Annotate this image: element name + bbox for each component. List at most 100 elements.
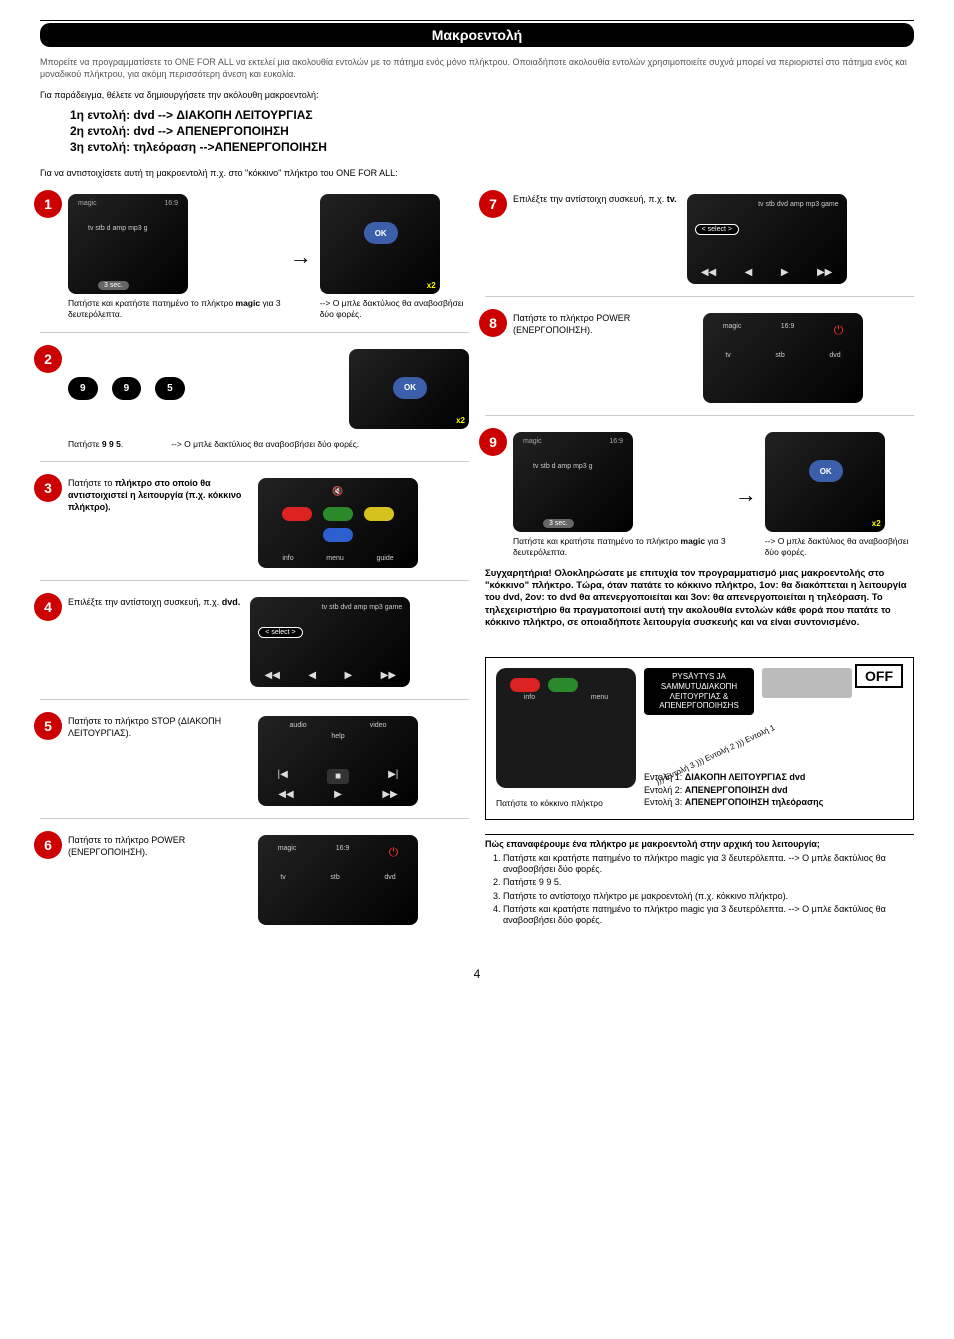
- video-label: video: [370, 722, 387, 729]
- power-icon: ⏻: [834, 323, 844, 338]
- step-9-number: 9: [479, 428, 507, 456]
- reset-step-3: Πατήστε το αντίστοιχο πλήκτρο με μακροεν…: [503, 891, 914, 902]
- step-1: 1 magic 16:9 tv stb d amp mp3 g 3 sec. Π…: [40, 194, 469, 332]
- remote-graphic: OK x2: [320, 194, 440, 294]
- dvd-label: dvd: [384, 874, 395, 881]
- step-1-caption-a: Πατήστε και κρατήστε πατημένο το πλήκτρο…: [68, 298, 282, 319]
- step-3-text: Πατήστε το πλήκτρο στο οποίο θα αντιστοι…: [68, 478, 248, 513]
- off-cmd-3: Εντολή 3: ΑΠΕΝΕΡΓΟΠΟΙΗΣΗ τηλεόρασης: [644, 796, 903, 809]
- step-5: 5 Πατήστε το πλήκτρο STOP (ΔΙΑΚΟΠΗ ΛΕΙΤΟ…: [40, 716, 469, 819]
- remote-graphic: < select > tv stb dvd amp mp3 game ◀◀◀▶▶…: [250, 597, 410, 687]
- top-rule: [40, 20, 914, 21]
- x2-label: x2: [872, 519, 881, 528]
- step-5-number: 5: [34, 712, 62, 740]
- dvd-label: dvd: [829, 352, 840, 359]
- media-row: ◀◀◀▶▶▶: [250, 670, 410, 681]
- reset-box: Πώς επαναφέρουμε ένα πλήκτρο με μακροεντ…: [485, 834, 914, 927]
- columns: 1 magic 16:9 tv stb d amp mp3 g 3 sec. Π…: [40, 194, 914, 953]
- page-title: Μακροεντολή: [40, 23, 914, 47]
- blue-key: [323, 528, 353, 542]
- power-icon: ⏻: [389, 845, 399, 860]
- step-8-number: 8: [479, 309, 507, 337]
- step-4: 4 Επιλέξτε την αντίστοιχη συσκευή, π.χ. …: [40, 597, 469, 700]
- key-5: 5: [155, 377, 185, 400]
- step-2-number: 2: [34, 345, 62, 373]
- step-9-caption-a: Πατήστε και κρατήστε πατημένο το πλήκτρο…: [513, 536, 727, 557]
- step-1-right: OK x2 --> Ο μπλε δακτύλιος θα αναβοσβήσε…: [320, 194, 469, 319]
- tv-label: tv: [725, 352, 730, 359]
- right-column: 7 Επιλέξτε την αντίστοιχη συσκευή, π.χ. …: [485, 194, 914, 953]
- off-diagram: OFF info menu Πατήστε το κόκκινο πλήκτρο: [485, 657, 914, 820]
- step-1-caption-b: --> Ο μπλε δακτύλιος θα αναβοσβήσει δύο …: [320, 298, 469, 319]
- step-7: 7 Επιλέξτε την αντίστοιχη συσκευή, π.χ. …: [485, 194, 914, 297]
- remote-graphic: < select > tv stb dvd amp mp3 game ◀◀◀▶▶…: [687, 194, 847, 284]
- step-2: 2 9 9 5 OK x2 Πατήστε 9 9 5. --> Ο μπλε …: [40, 349, 469, 463]
- remote-graphic: magic 16:9 tv stb d amp mp3 g 3 sec.: [68, 194, 188, 294]
- step-2-caption-a: Πατήστε 9 9 5.: [68, 439, 123, 450]
- page-number: 4: [40, 967, 914, 981]
- arrow-icon: →: [290, 244, 312, 270]
- arrow-icon: →: [735, 482, 757, 508]
- magic-label: magic: [278, 845, 297, 860]
- menu-label: menu: [326, 555, 344, 562]
- off-cmd-2: Εντολή 2: ΑΠΕΝΕΡΓΟΠΟΙΗΣΗ dvd: [644, 784, 903, 797]
- step-9: 9 magic 16:9 tv stb d amp mp3 g 3 sec. Π…: [485, 432, 914, 641]
- magic-label: magic: [723, 323, 742, 338]
- help-label: help: [258, 733, 418, 740]
- step-6-number: 6: [34, 831, 62, 859]
- assign-label: Για να αντιστοιχίσετε αυτή τη μακροεντολ…: [40, 168, 914, 178]
- transport-row-2: ◀◀▶▶▶: [258, 789, 418, 800]
- device-list: tv stb d amp mp3 g: [88, 224, 148, 233]
- device-list: tv stb d amp mp3 g: [533, 462, 593, 471]
- device-list: tv stb dvd amp mp3 game: [758, 200, 839, 209]
- press-red-caption: Πατήστε το κόκκινο πλήκτρο: [496, 798, 636, 809]
- off-black-label: PYSÄYTYS JA SAMMUTUΔΙΑΚΟΠΗ ΛΕΙΤΟΥΡΓΙΑΣ &…: [644, 668, 754, 714]
- remote-graphic: magic 16:9 ⏻ tv stb dvd: [258, 835, 418, 925]
- three-sec-bubble: 3 sec.: [543, 519, 574, 528]
- green-key: [323, 507, 353, 521]
- guide-label: guide: [376, 555, 393, 562]
- remote-graphic: OK x2: [349, 349, 469, 429]
- step-3-number: 3: [34, 474, 62, 502]
- three-sec-bubble: 3 sec.: [98, 281, 129, 290]
- tv-label: tv: [280, 874, 285, 881]
- reset-step-1: Πατήστε και κρατήστε πατημένο το πλήκτρο…: [503, 853, 914, 876]
- ok-button: OK: [364, 222, 398, 244]
- x2-label: x2: [427, 281, 436, 290]
- step-7-number: 7: [479, 190, 507, 218]
- command-list: 1η εντολή: dvd --> ΔΙΑΚΟΠΗ ΛΕΙΤΟΥΡΓΙΑΣ 2…: [70, 108, 914, 154]
- ok-button: OK: [809, 460, 843, 482]
- command-2: 2η εντολή: dvd --> ΑΠΕΝΕΡΓΟΠΟΙΗΣΗ: [70, 124, 914, 138]
- example-label: Για παράδειγμα, θέλετε να δημιουργήσετε …: [40, 90, 914, 100]
- step-8-text: Πατήστε το πλήκτρο POWER (ΕΝΕΡΓΟΠΟΙΗΣΗ).: [513, 313, 693, 336]
- device-list: tv stb dvd amp mp3 game: [322, 603, 403, 612]
- select-pill: < select >: [695, 224, 739, 235]
- info-label: info: [282, 555, 293, 562]
- menu-label: menu: [591, 694, 609, 701]
- step-9-caption-b: --> Ο μπλε δακτύλιος θα αναβοσβήσει δύο …: [765, 536, 914, 557]
- step-6-text: Πατήστε το πλήκτρο POWER (ΕΝΕΡΓΟΠΟΙΗΣΗ).: [68, 835, 248, 858]
- reset-step-4: Πατήστε και κρατήστε πατημένο το πλήκτρο…: [503, 904, 914, 927]
- remote-full: info menu: [496, 668, 636, 788]
- aspect-label: 16:9: [336, 845, 350, 860]
- ok-button: OK: [393, 377, 427, 399]
- audio-label: audio: [290, 722, 307, 729]
- x2-label: x2: [456, 416, 465, 425]
- page: Μακροεντολή Μπορείτε να προγραμματίσετε …: [0, 0, 954, 1001]
- command-1: 1η εντολή: dvd --> ΔΙΑΚΟΠΗ ΛΕΙΤΟΥΡΓΙΑΣ: [70, 108, 914, 122]
- step-1-number: 1: [34, 190, 62, 218]
- step-2-caption-b: --> Ο μπλε δακτύλιος θα αναβοσβήσει δύο …: [171, 439, 359, 450]
- remote-graphic: magic 16:9 ⏻ tv stb dvd: [703, 313, 863, 403]
- step-4-text: Επιλέξτε την αντίστοιχη συσκευή, π.χ. dv…: [68, 597, 240, 609]
- red-key: [282, 507, 312, 521]
- step-7-text: Επιλέξτε την αντίστοιχη συσκευή, π.χ. tv…: [513, 194, 677, 206]
- step-3: 3 Πατήστε το πλήκτρο στο οποίο θα αντιστ…: [40, 478, 469, 581]
- intro-text: Μπορείτε να προγραμματίσετε το ONE FOR A…: [40, 57, 914, 80]
- media-row: ◀◀◀▶▶▶: [687, 267, 847, 278]
- reset-step-2: Πατήστε 9 9 5.: [503, 877, 914, 888]
- select-pill: < select >: [258, 627, 302, 638]
- magic-label: magic: [78, 200, 97, 207]
- congrats-text: Συγχαρητήρια! Ολοκληρώσατε με επιτυχία τ…: [485, 568, 914, 630]
- step-5-text: Πατήστε το πλήκτρο STOP (ΔΙΑΚΟΠΗ ΛΕΙΤΟΥΡ…: [68, 716, 248, 739]
- remote-graphic: OK x2: [765, 432, 885, 532]
